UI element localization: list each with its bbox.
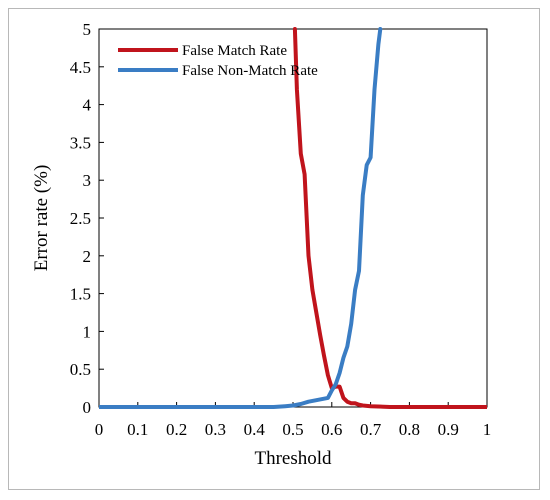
y-tick-label: 5 [83, 20, 92, 39]
y-axis-label: Error rate (%) [31, 165, 52, 272]
y-tick-label: 3 [83, 171, 92, 190]
x-tick-label: 0.3 [205, 420, 226, 439]
y-tick-label: 2 [83, 247, 92, 266]
y-tick-label: 1.5 [70, 285, 91, 304]
y-tick-label: 0 [83, 398, 92, 417]
legend-label: False Non-Match Rate [182, 63, 318, 79]
y-tick-label: 4 [83, 96, 92, 115]
x-tick-label: 1 [483, 420, 492, 439]
x-tick-label: 0.4 [244, 420, 266, 439]
x-tick-label: 0.8 [399, 420, 420, 439]
y-tick-label: 1 [83, 322, 92, 341]
x-tick-label: 0.6 [321, 420, 342, 439]
x-tick-label: 0.1 [127, 420, 148, 439]
y-axis: 0 0.5 1 1.5 2 2.5 3 3.5 4 4.5 5 [70, 20, 104, 417]
chart-frame [8, 8, 540, 490]
x-axis-label: Threshold [254, 448, 332, 469]
plot-area [98, 28, 488, 408]
y-tick-label: 2.5 [70, 209, 91, 228]
x-tick-label: 0.2 [166, 420, 187, 439]
series-line-false-non-match-rate [99, 27, 383, 409]
x-tick-label: 0.7 [360, 420, 382, 439]
series-line-false-match-rate [292, 27, 487, 409]
legend-label: False Match Rate [182, 43, 287, 59]
legend: False Match Rate False Non-Match Rate [118, 43, 318, 79]
x-tick-label: 0 [95, 420, 104, 439]
y-tick-label: 0.5 [70, 360, 91, 379]
series-layer [99, 27, 487, 409]
x-tick-label: 0.5 [282, 420, 303, 439]
y-tick-label: 3.5 [70, 133, 91, 152]
x-tick-label: 0.9 [438, 420, 459, 439]
y-tick-label: 4.5 [70, 58, 91, 77]
